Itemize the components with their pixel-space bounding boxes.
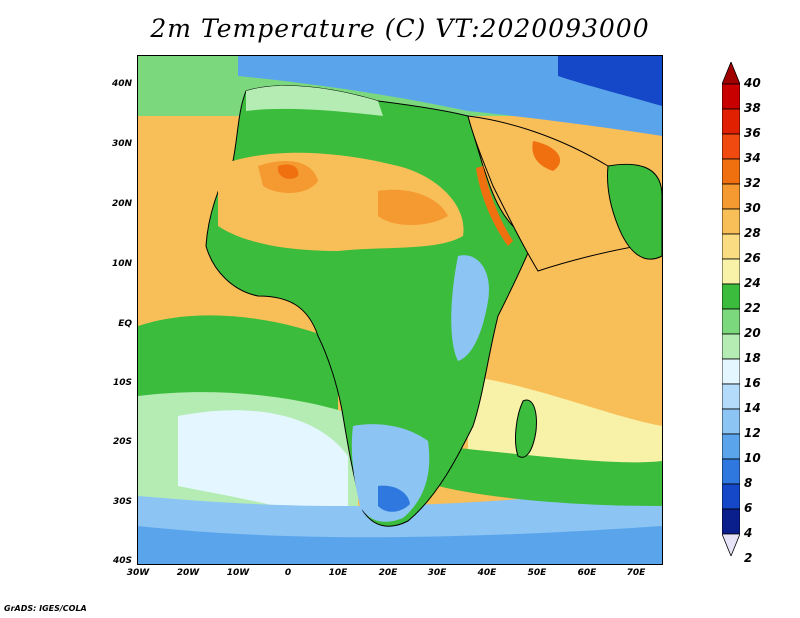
sahara-hot-core-east	[378, 189, 448, 225]
lon-tick-30w: 30W	[126, 568, 150, 578]
colorbar-bottom-triangle	[722, 533, 740, 556]
colorbar-top-triangle	[722, 62, 740, 85]
lat-tick-eq: EQ	[118, 319, 132, 329]
colorbar-label: 22	[744, 301, 761, 315]
colorbar-cell	[722, 433, 740, 460]
lon-tick-50e: 50E	[527, 568, 547, 578]
temperature-map	[137, 55, 663, 565]
lon-tick-20w: 20W	[176, 568, 200, 578]
colorbar-cell	[722, 183, 740, 210]
colorbar-label: 26	[744, 251, 761, 265]
colorbar-cell	[722, 408, 740, 435]
lat-tick-40s: 40S	[112, 556, 132, 566]
ocean-indian-green	[438, 446, 662, 506]
north-africa-coast	[246, 85, 383, 116]
colorbar-label: 38	[744, 101, 761, 115]
madagascar	[515, 399, 537, 458]
lon-tick-60e: 60E	[577, 568, 597, 578]
colorbar-cell	[722, 333, 740, 360]
ocean-southern-deep	[138, 526, 662, 564]
colorbar-cell	[722, 108, 740, 135]
colorbar-cell	[722, 283, 740, 310]
southern-africa-cool	[351, 424, 430, 522]
lon-tick-10e: 10E	[328, 568, 348, 578]
colorbar-label: 4	[744, 526, 753, 540]
indian-subcontinent	[607, 163, 662, 260]
colorbar-cell	[722, 383, 740, 410]
grads-credit: GrADS: IGES/COLA	[4, 604, 87, 613]
colorbar-label: 28	[744, 226, 761, 240]
lon-tick-10w: 10W	[226, 568, 250, 578]
colorbar-cell	[722, 208, 740, 235]
colorbar-label: 32	[744, 176, 761, 190]
colorbar-cell	[722, 133, 740, 160]
lat-tick-40n: 40N	[111, 79, 132, 89]
colorbar-label: 12	[744, 426, 761, 440]
colorbar-cell	[722, 483, 740, 510]
colorbar-cell	[722, 83, 740, 110]
central-asia-cold	[558, 56, 662, 106]
colorbar-label: 10	[744, 451, 761, 465]
colorbar-cell	[722, 458, 740, 485]
colorbar-label: 30	[744, 201, 761, 215]
colorbar-cell	[722, 258, 740, 285]
lon-tick-20e: 20E	[378, 568, 398, 578]
lat-tick-20n: 20N	[111, 199, 132, 209]
east-africa-highlands	[451, 255, 489, 361]
lat-tick-10s: 10S	[112, 378, 132, 388]
lat-tick-10n: 10N	[111, 259, 132, 269]
lat-tick-30n: 30N	[111, 139, 132, 149]
colorbar-cell	[722, 358, 740, 385]
red-sea-hot	[476, 166, 513, 246]
arabian-peninsula	[467, 115, 643, 272]
europe-asia-cool	[238, 56, 662, 136]
persian-gulf-hot	[532, 141, 561, 171]
colorbar-label: 36	[744, 126, 761, 140]
temperature-field	[138, 56, 662, 564]
colorbar-label: 16	[744, 376, 761, 390]
colorbar-label: 24	[744, 276, 761, 290]
colorbar-label: 34	[744, 151, 761, 165]
colorbar-label: 40	[744, 76, 761, 90]
lon-tick-70e: 70E	[626, 568, 646, 578]
colorbar-label: 2	[744, 551, 753, 565]
colorbar-cell	[722, 308, 740, 335]
colorbar-cell	[722, 233, 740, 260]
sahara-hottest-spot	[278, 164, 299, 179]
lon-tick-0: 0	[284, 568, 292, 578]
temperature-colorbar	[722, 62, 740, 556]
lon-tick-40e: 40E	[477, 568, 497, 578]
colorbar-label: 8	[744, 476, 753, 490]
colorbar-cell	[722, 158, 740, 185]
ocean-cool-pool	[178, 410, 348, 526]
colorbar-label: 18	[744, 351, 761, 365]
lon-tick-30e: 30E	[427, 568, 447, 578]
lesotho-cold-spot	[378, 485, 410, 512]
colorbar-label: 20	[744, 326, 761, 340]
colorbar-label: 14	[744, 401, 761, 415]
colorbar-cell	[722, 508, 740, 535]
colorbar-label: 6	[744, 501, 753, 515]
map-title: 2m Temperature (C) VT:2020093000	[150, 14, 650, 43]
lat-tick-20s: 20S	[112, 437, 132, 447]
lat-tick-30s: 30S	[112, 497, 132, 507]
